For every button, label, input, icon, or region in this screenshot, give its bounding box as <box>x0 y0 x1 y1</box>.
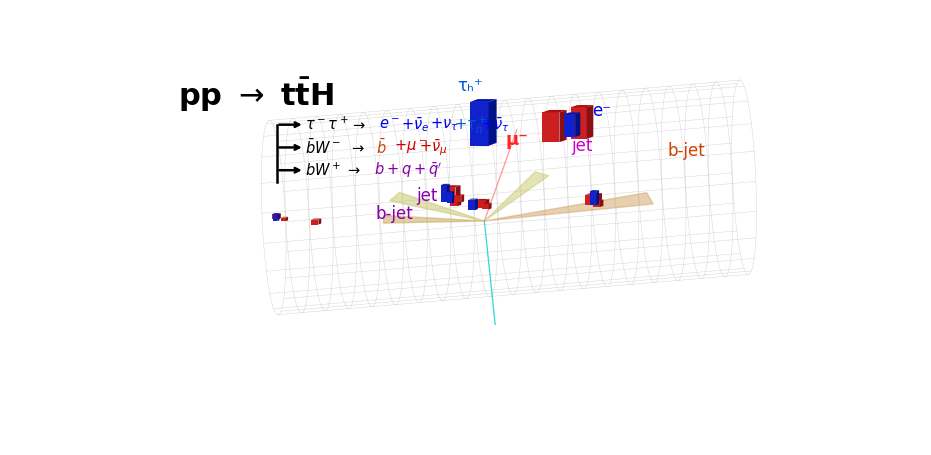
Polygon shape <box>586 193 602 195</box>
Text: $\bar{b}$: $\bar{b}$ <box>376 138 386 157</box>
Polygon shape <box>444 185 461 187</box>
Polygon shape <box>278 213 281 219</box>
Polygon shape <box>600 200 603 207</box>
Polygon shape <box>475 199 490 200</box>
Polygon shape <box>489 203 492 209</box>
Text: $b+q+\bar{q}^{\prime}$: $b+q+\bar{q}^{\prime}$ <box>374 161 442 180</box>
Polygon shape <box>273 213 279 214</box>
Text: $+\tau_h^+$: $+\tau_h^+$ <box>454 114 487 136</box>
Polygon shape <box>455 196 461 202</box>
Text: $\bar{b}W^-$: $\bar{b}W^-$ <box>305 138 342 157</box>
Polygon shape <box>441 184 450 185</box>
Polygon shape <box>318 218 321 224</box>
Polygon shape <box>489 99 496 146</box>
Text: $\rightarrow$: $\rightarrow$ <box>349 140 365 155</box>
Text: jet: jet <box>571 136 592 155</box>
Text: $\tau^-\tau^+$: $\tau^-\tau^+$ <box>305 116 349 133</box>
Text: $\rightarrow$: $\rightarrow$ <box>345 163 361 178</box>
Polygon shape <box>277 213 279 221</box>
Polygon shape <box>589 191 596 205</box>
Text: $e^-$: $e^-$ <box>379 117 400 132</box>
Text: $+\bar{\nu}_e$: $+\bar{\nu}_e$ <box>400 115 429 134</box>
Polygon shape <box>485 199 490 208</box>
Polygon shape <box>447 184 450 202</box>
Polygon shape <box>455 194 465 196</box>
Polygon shape <box>542 110 567 112</box>
Text: $+\nu_\tau$: $+\nu_\tau$ <box>430 116 459 133</box>
Text: b-jet: b-jet <box>375 205 413 223</box>
Polygon shape <box>452 191 454 203</box>
Polygon shape <box>475 198 478 210</box>
Polygon shape <box>447 191 454 192</box>
Polygon shape <box>441 185 447 202</box>
Polygon shape <box>484 192 654 221</box>
Polygon shape <box>272 214 278 219</box>
Polygon shape <box>468 200 475 210</box>
Polygon shape <box>587 105 593 139</box>
Polygon shape <box>281 217 286 221</box>
Polygon shape <box>586 195 597 205</box>
Text: jet: jet <box>416 187 438 206</box>
Polygon shape <box>458 196 461 206</box>
Text: pp $\rightarrow$ $\mathbf{t\bar{t}H}$: pp $\rightarrow$ $\mathbf{t\bar{t}H}$ <box>178 76 334 114</box>
Text: $\rightarrow$: $\rightarrow$ <box>350 117 367 132</box>
Polygon shape <box>575 112 580 137</box>
Polygon shape <box>589 190 599 191</box>
Polygon shape <box>286 217 288 221</box>
Polygon shape <box>273 214 277 221</box>
Polygon shape <box>597 193 602 205</box>
Polygon shape <box>455 185 461 201</box>
Polygon shape <box>564 112 580 114</box>
Text: $+\bar{\nu}_\tau$: $+\bar{\nu}_\tau$ <box>480 115 509 134</box>
Text: $+\bar{\nu}_\mu$: $+\bar{\nu}_\mu$ <box>419 137 447 158</box>
Text: $bW^+$: $bW^+$ <box>305 162 342 179</box>
Polygon shape <box>484 172 548 221</box>
Text: τₕ⁺: τₕ⁺ <box>457 77 483 95</box>
Polygon shape <box>592 201 600 207</box>
Polygon shape <box>482 203 492 204</box>
Polygon shape <box>470 99 496 102</box>
Polygon shape <box>311 218 321 220</box>
Polygon shape <box>447 192 452 203</box>
Polygon shape <box>571 105 593 107</box>
Polygon shape <box>542 112 560 142</box>
Text: μ⁻: μ⁻ <box>506 131 528 149</box>
Polygon shape <box>272 213 281 214</box>
Polygon shape <box>571 107 587 139</box>
Polygon shape <box>560 110 567 142</box>
Polygon shape <box>564 114 575 137</box>
Polygon shape <box>451 197 458 206</box>
Polygon shape <box>384 215 484 223</box>
Text: b-jet: b-jet <box>668 142 706 160</box>
Polygon shape <box>596 190 599 205</box>
Polygon shape <box>461 194 465 202</box>
Polygon shape <box>451 196 461 197</box>
Polygon shape <box>475 200 485 208</box>
Polygon shape <box>470 102 489 146</box>
Polygon shape <box>468 198 478 200</box>
Polygon shape <box>444 187 455 201</box>
Polygon shape <box>311 220 318 224</box>
Polygon shape <box>390 192 484 221</box>
Text: e⁻: e⁻ <box>592 101 611 120</box>
Polygon shape <box>592 200 603 201</box>
Polygon shape <box>482 204 489 209</box>
Text: $+\mu^-$: $+\mu^-$ <box>394 139 428 156</box>
